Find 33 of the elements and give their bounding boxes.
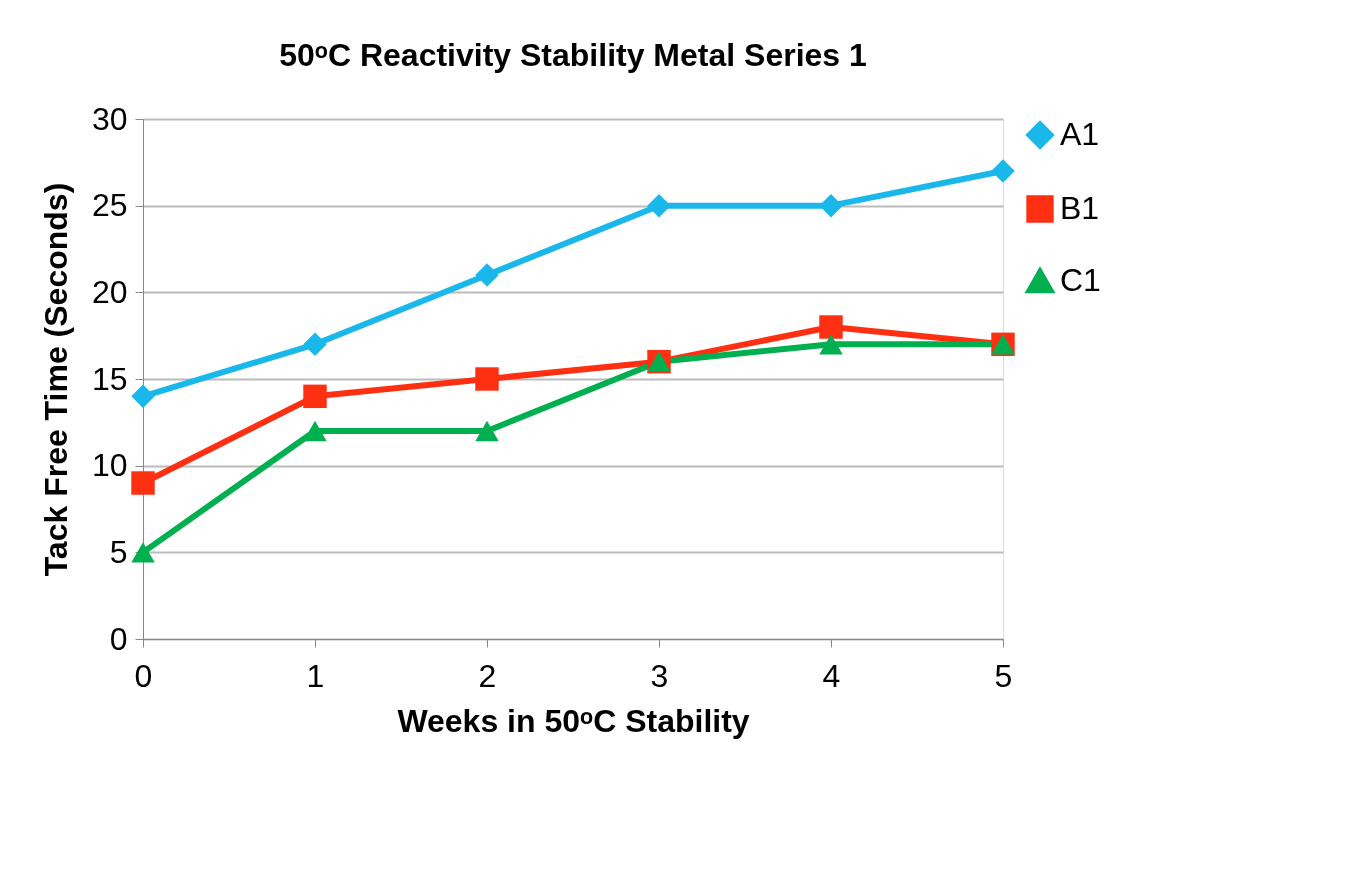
legend-label: A1 [1060,116,1100,152]
x-tick-label: 1 [306,657,325,694]
y-tick-label: 25 [91,187,128,224]
point [991,159,1015,183]
x-tick-label: 2 [478,657,497,694]
point [131,471,155,495]
x-tick-label: 5 [994,657,1013,694]
point [475,367,499,391]
y-tick-label: 15 [91,360,128,397]
point [475,420,499,442]
chart-title: 50ᵒC Reactivity Stability Metal Series 1 [279,37,867,73]
point [819,334,843,355]
y-axis-title: Tack Free Time (Seconds) [37,182,74,577]
x-tick-label: 4 [822,657,841,694]
point [819,193,843,218]
point [131,542,155,563]
x-tick-label: 0 [134,657,153,694]
y-tick-label: 5 [109,533,128,570]
point [303,332,327,357]
y-tick-label: 0 [109,620,128,657]
legend-label: B1 [1060,190,1100,226]
point [131,384,155,409]
legend-label: C1 [1060,262,1101,298]
point [647,193,671,218]
x-tick-label: 3 [650,657,669,694]
x-axis-title: Weeks in 50ᵒC Stability [397,702,750,739]
point [819,315,843,339]
y-tick-label: 20 [91,273,128,310]
point [303,384,327,409]
point [475,263,499,287]
y-tick-label: 10 [91,447,128,484]
point [303,420,327,442]
y-tick-label: 30 [91,100,128,137]
